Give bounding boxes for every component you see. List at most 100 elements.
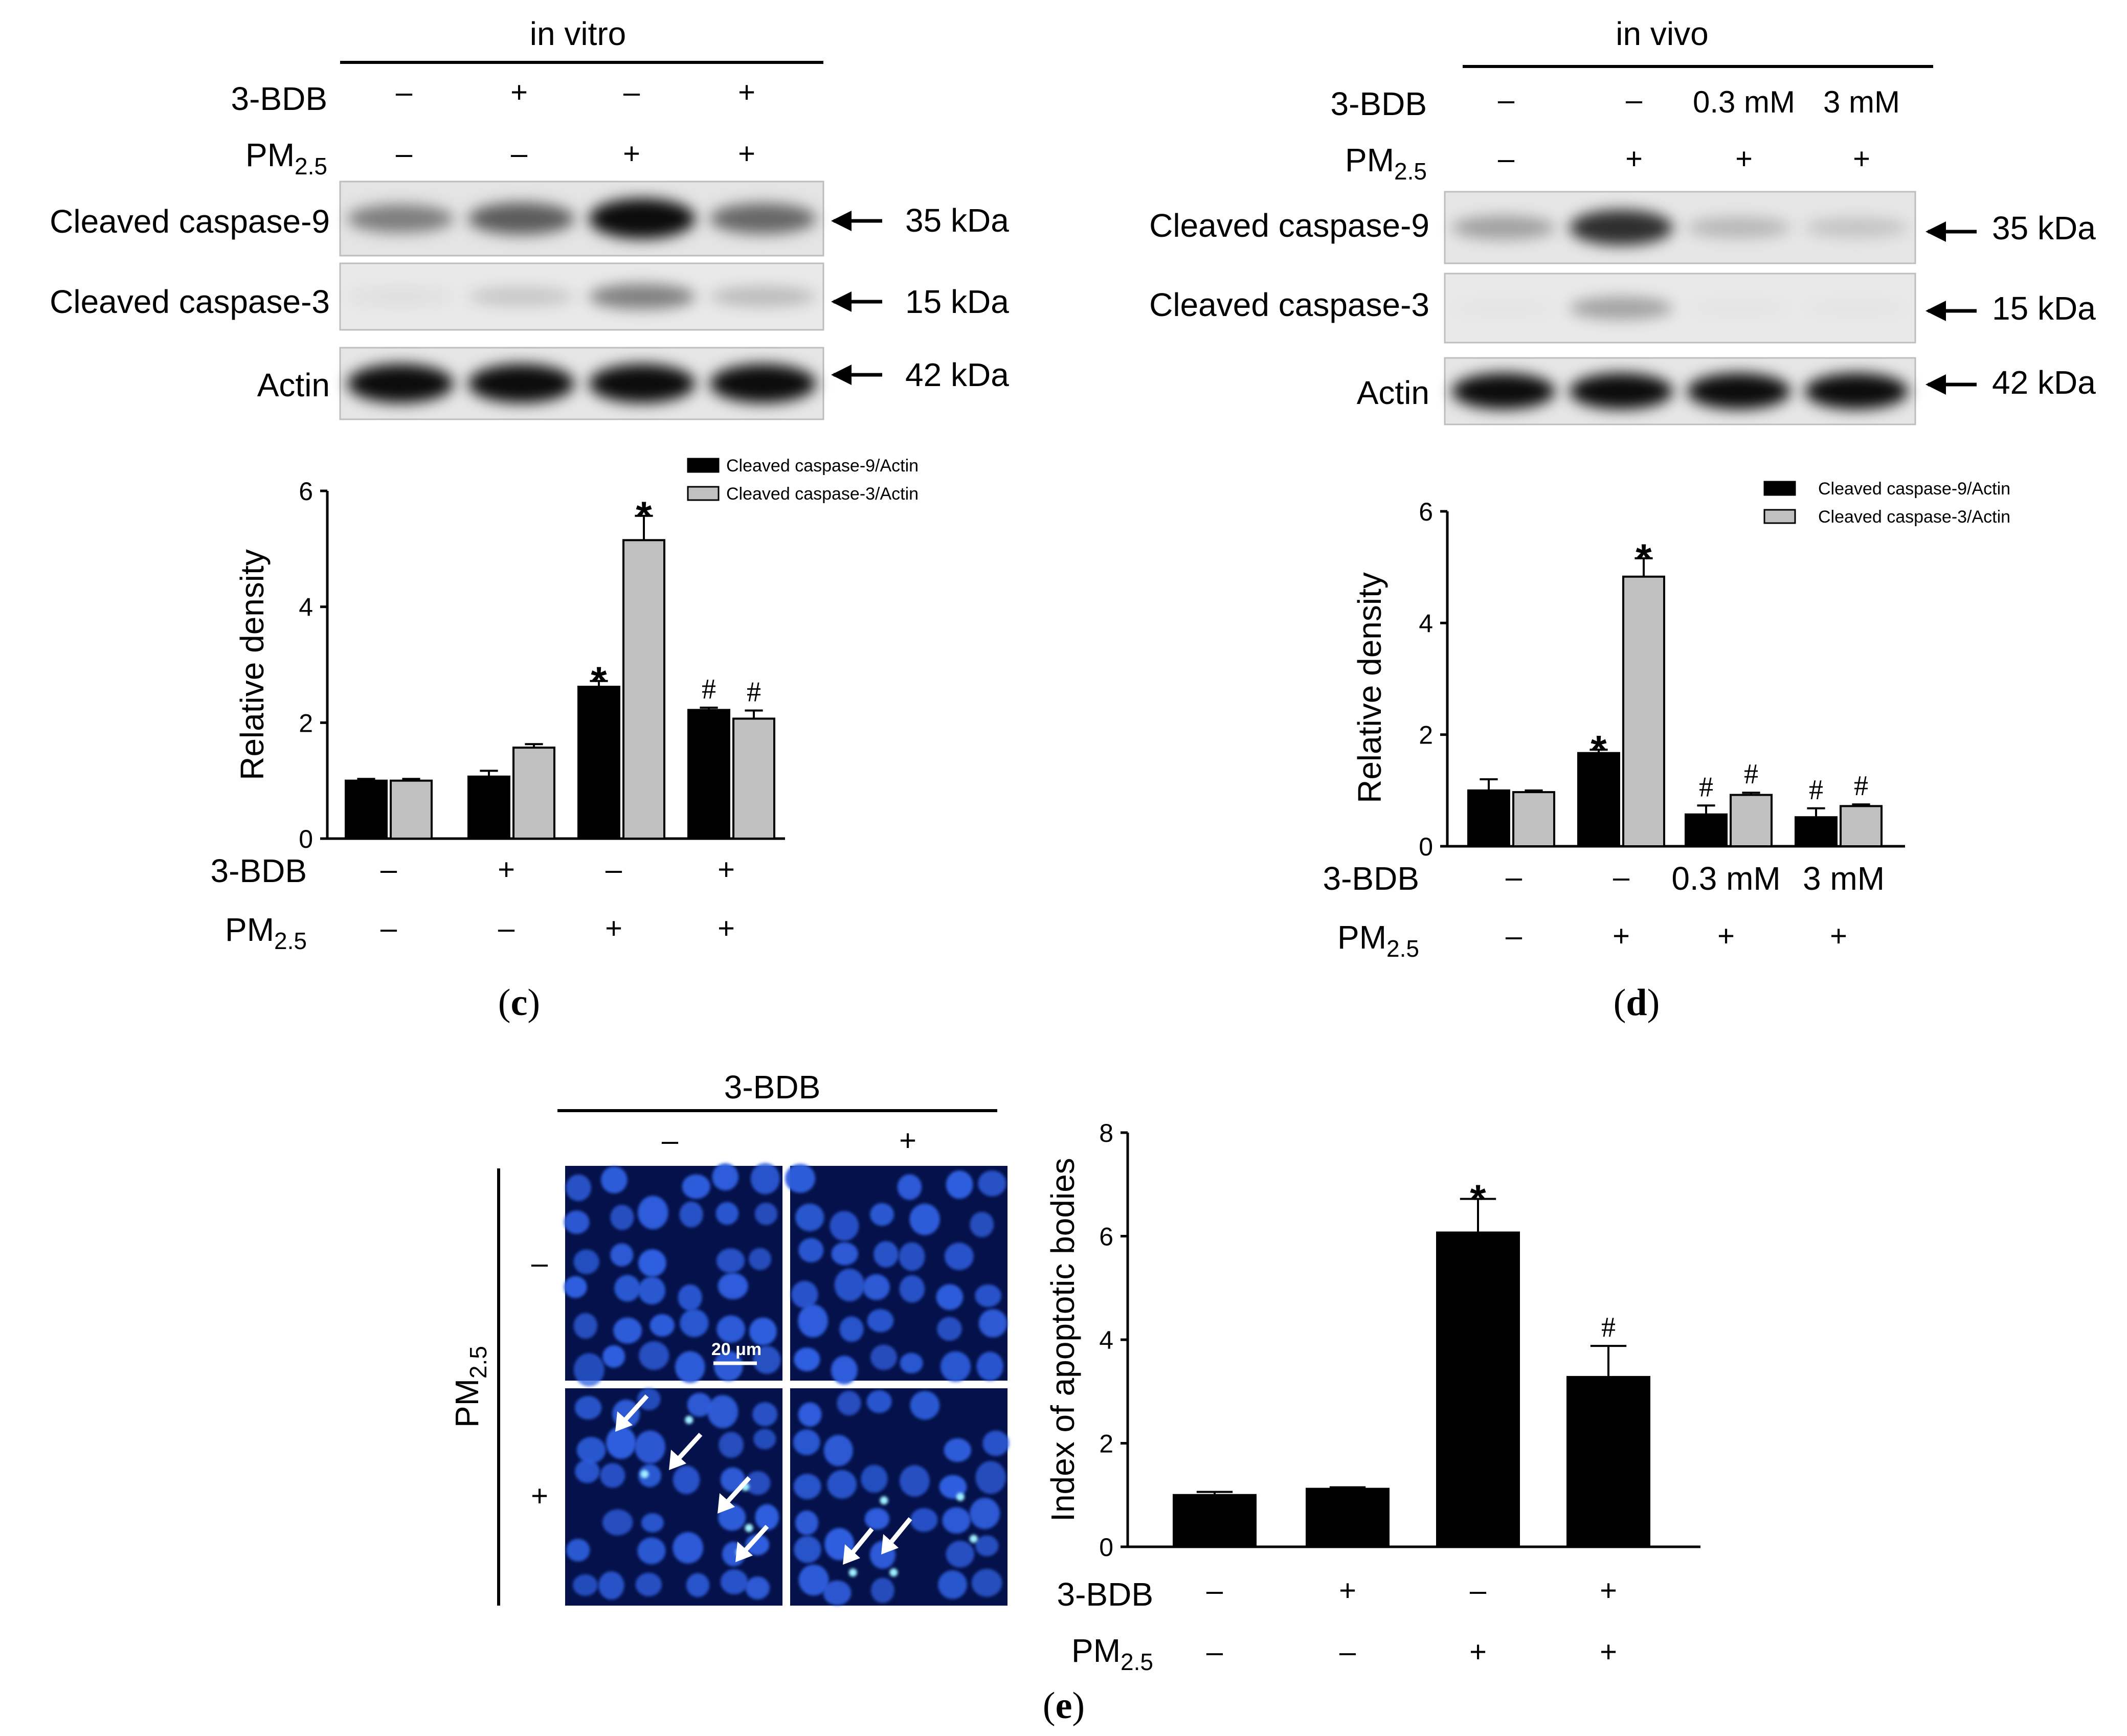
nucleus: [936, 1284, 964, 1310]
nucleus: [866, 1390, 892, 1413]
apoptotic-body: [956, 1493, 965, 1501]
nucleus: [575, 1459, 600, 1483]
blot-band: [347, 364, 454, 403]
treatment-value: –: [623, 76, 640, 109]
significance-star: *: [1470, 1177, 1486, 1222]
nucleus: [794, 1536, 821, 1563]
arrow-icon: [1926, 221, 1977, 242]
nucleus: [564, 1210, 590, 1234]
bar: [1467, 789, 1510, 848]
nucleus: [969, 1497, 1000, 1529]
significance-hash: #: [1744, 758, 1758, 790]
nucleus: [635, 1572, 662, 1596]
nucleus: [874, 1241, 899, 1268]
panel-d-blot: in vivo 3-BDB – – 0.3 mM 3 mM PM2.5 – + …: [1149, 15, 2096, 425]
band-label: Actin: [257, 367, 330, 403]
treatment-value: –: [1506, 861, 1523, 894]
nucleus: [650, 1314, 675, 1337]
nucleus: [971, 1569, 1002, 1597]
treatment-value: +: [718, 912, 735, 945]
nucleus: [870, 1203, 894, 1226]
apoptotic-body: [640, 1470, 649, 1478]
nucleus: [712, 1163, 738, 1191]
treatment-value: +: [738, 76, 755, 109]
blot-band: [1569, 210, 1673, 245]
blot-band: [589, 284, 696, 309]
nucleus: [750, 1163, 780, 1194]
blot-band: [1805, 300, 1908, 317]
apoptotic-body: [889, 1568, 898, 1577]
scale-bar-label: 20 μm: [711, 1340, 762, 1359]
bar: [1436, 1231, 1520, 1548]
band-label: Cleaved caspase-9: [50, 203, 330, 240]
nucleus: [978, 1170, 1006, 1197]
nucleus: [610, 1205, 634, 1230]
treatment-value: 0.3 mM: [1671, 860, 1780, 897]
row-value: –: [531, 1247, 548, 1280]
significance-hash: #: [1601, 1312, 1616, 1343]
nucleus: [863, 1274, 890, 1300]
nucleus: [600, 1463, 625, 1488]
nucleus: [680, 1309, 709, 1337]
nucleus: [946, 1541, 974, 1568]
nucleus: [755, 1504, 779, 1530]
panel-e-micrograph: 3-BDB – + PM2.5 – + 20 μm: [449, 1069, 1010, 1606]
treatment-value: +: [510, 76, 528, 109]
treatment-value: –: [396, 76, 413, 109]
nucleus: [794, 1347, 820, 1371]
y-tick-label: 0: [299, 825, 313, 853]
panel-c: in vitro 3-BDB – + – + PM2.5 – – + +: [50, 15, 1009, 1024]
y-tick-label: 2: [299, 709, 313, 737]
legend-swatch: [1763, 481, 1796, 496]
nucleus: [785, 1164, 816, 1193]
panel-label: (d): [1614, 982, 1660, 1024]
legend-entry: Cleaved caspase-9/Actin: [1818, 479, 2010, 499]
arrow-icon: [615, 1394, 649, 1432]
arrow-icon: [1926, 301, 1977, 321]
blot-strip: [1444, 191, 1916, 264]
nucleus: [795, 1510, 819, 1536]
y-tick-label: 4: [299, 593, 313, 622]
blot-band: [1452, 300, 1555, 317]
treatment-value: –: [380, 853, 397, 886]
micrograph-background: [790, 1166, 1007, 1381]
blot-band: [347, 288, 454, 305]
nucleus: [823, 1580, 852, 1606]
treatment-value: –: [1498, 142, 1515, 175]
nucleus: [900, 1352, 923, 1373]
treatment-value: –: [1506, 919, 1523, 953]
legend-entry: Cleaved caspase-3/Actin: [726, 484, 919, 504]
bar: [732, 717, 775, 840]
y-tick-label: 0: [1419, 832, 1433, 861]
nucleus: [610, 1243, 634, 1267]
nucleus: [637, 1537, 666, 1565]
treatment-value: +: [1613, 919, 1630, 953]
nucleus: [564, 1276, 587, 1298]
bar: [345, 779, 388, 840]
nucleus: [899, 1465, 930, 1497]
nucleus: [713, 1351, 743, 1382]
nucleus: [638, 1464, 661, 1487]
nucleus: [910, 1508, 938, 1532]
column-value: –: [662, 1124, 679, 1157]
band-size: 35 kDa: [905, 202, 1009, 239]
micrograph-tile: [564, 1163, 782, 1387]
blot-band: [709, 203, 816, 234]
nucleus: [837, 1390, 861, 1416]
panel-d: in vivo 3-BDB – – 0.3 mM 3 mM PM2.5 – + …: [1149, 15, 2096, 1024]
treatment-value: –: [1626, 83, 1643, 117]
panel-e: 3-BDB – + PM2.5 – + 20 μm Index of: [449, 1069, 1700, 1727]
nucleus: [573, 1353, 604, 1387]
micrograph-tile: [790, 1388, 1010, 1606]
nucleus: [942, 1507, 971, 1534]
nucleus: [939, 1475, 967, 1499]
treatment-value: –: [1206, 1574, 1223, 1607]
blot-strip: [339, 262, 824, 331]
nucleus: [602, 1509, 633, 1536]
nucleus: [614, 1275, 641, 1302]
treatment-value: +: [623, 137, 640, 170]
nucleus: [637, 1196, 668, 1230]
treatment-value: +: [1735, 142, 1753, 175]
nucleus: [791, 1280, 818, 1309]
